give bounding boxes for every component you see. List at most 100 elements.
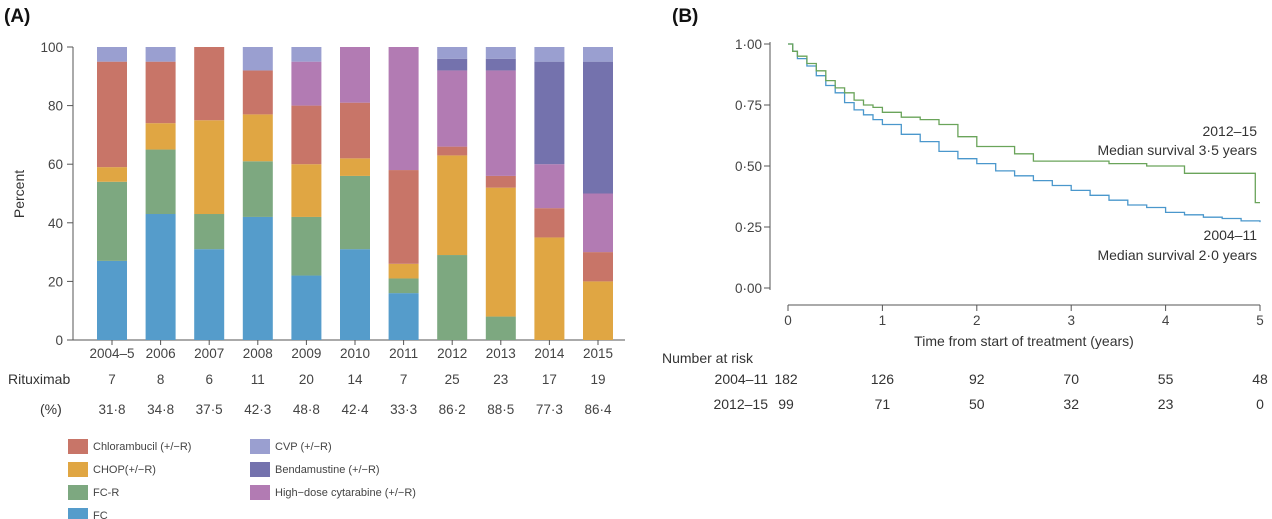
- risk-value: 50: [969, 396, 985, 412]
- bar-segment: [437, 146, 468, 156]
- x-tick-label: 3: [1067, 313, 1075, 328]
- risk-table-title: Number at risk: [662, 350, 754, 366]
- rituximab-pct: 86·2: [439, 402, 466, 417]
- legend-label: FC: [93, 510, 108, 519]
- legend-label: Chlorambucil (+/−R): [93, 441, 191, 453]
- rituximab-pct: 88·5: [487, 402, 514, 417]
- risk-value: 99: [778, 396, 794, 412]
- bar-segment: [242, 70, 273, 115]
- x-tick-label: 0: [784, 313, 792, 328]
- bar-segment: [388, 278, 419, 294]
- risk-row-label: 2012–15: [713, 396, 768, 412]
- bar-segment: [291, 164, 322, 217]
- x-tick-label: 2010: [340, 346, 370, 361]
- risk-row-label: 2004–11: [715, 371, 769, 387]
- bar-segment: [583, 281, 613, 340]
- legend-swatch: [68, 485, 88, 500]
- annotation-2012-title: 2012–15: [1202, 123, 1257, 139]
- bar-segment: [291, 47, 322, 62]
- y-tick-label: 40: [48, 216, 63, 231]
- bar-segment: [534, 208, 565, 238]
- rituximab-pct: 31·8: [98, 402, 125, 417]
- rituximab-count: 17: [542, 372, 557, 387]
- bar-segment: [340, 102, 370, 159]
- x-tick-label: 1: [879, 313, 887, 328]
- x-tick-label: 2004–5: [89, 346, 134, 361]
- x-tick-label: 2009: [291, 346, 321, 361]
- risk-value: 182: [774, 371, 798, 387]
- legend-swatch: [68, 462, 88, 477]
- bar-segment: [145, 47, 176, 62]
- bar-segment: [437, 155, 468, 256]
- y-tick-label: 0: [55, 333, 63, 348]
- rituximab-count: 7: [400, 372, 408, 387]
- rituximab-pct-row-label: (%): [40, 401, 62, 417]
- panel-b-y-ticks: 0·00 0·25 0·50 0·75 1·00: [735, 37, 770, 296]
- legend-swatch: [250, 462, 270, 477]
- bar-segment: [97, 61, 127, 168]
- bar-segment: [242, 161, 273, 217]
- bar-segment: [291, 61, 322, 106]
- bar-segment: [194, 47, 225, 121]
- bar-segment: [145, 123, 176, 150]
- bar-segment: [485, 58, 516, 71]
- bar-segment: [583, 252, 613, 282]
- panel-a-ylabel: Percent: [11, 170, 27, 218]
- x-tick-label: 2008: [243, 346, 273, 361]
- bar-segment: [583, 47, 613, 62]
- bar-segment: [437, 58, 468, 71]
- bar-segment: [485, 47, 516, 59]
- risk-table: 2004–11 182 126 92 70 55 48 2012–15 99 71 50 32 23 0: [713, 371, 1268, 412]
- annotation-2004-title: 2004–11: [1204, 227, 1258, 243]
- legend-label: FC-R: [93, 487, 119, 499]
- bar-segment: [340, 175, 370, 250]
- panel-b-x-ticks: 0 1 2 3 4 5: [784, 305, 1264, 328]
- panel-b-label: (B): [672, 6, 698, 27]
- risk-value: 92: [969, 371, 985, 387]
- panel-a-label: (A): [4, 6, 30, 27]
- bar-segment: [437, 255, 468, 340]
- bar-segment: [388, 263, 419, 279]
- bar-segment: [145, 61, 176, 124]
- rituximab-pct: 42·3: [244, 402, 271, 417]
- rituximab-pct: 86·4: [584, 402, 612, 417]
- y-tick-label: 0·75: [735, 98, 762, 113]
- x-tick-label: 2015: [583, 346, 613, 361]
- panel-a-x-ticks: 2004–5 2006 2007 2008 2009 2010 2011 2012 2013 20…: [89, 340, 613, 361]
- risk-value: 0: [1256, 396, 1264, 412]
- rituximab-count: 7: [108, 372, 116, 387]
- legend-label: High−dose cytarabine (+/−R): [275, 487, 416, 499]
- bar-segment: [291, 105, 322, 165]
- y-tick-label: 80: [48, 99, 63, 114]
- bar-segment: [437, 70, 468, 147]
- y-tick-label: 0·00: [735, 281, 762, 296]
- legend-swatch: [250, 485, 270, 500]
- bar-segment: [534, 61, 565, 165]
- bar-segment: [534, 164, 565, 209]
- risk-value: 71: [875, 396, 891, 412]
- rituximab-pct: 33·3: [390, 402, 417, 417]
- bar-segment: [534, 47, 565, 62]
- legend-label: CHOP(+/−R): [93, 464, 156, 476]
- rituximab-counts-row: 7 8 6 11 20 14 7 25 23 17 19: [108, 372, 605, 387]
- rituximab-count: 8: [157, 372, 165, 387]
- bar-segment: [583, 193, 613, 253]
- bar-segment: [340, 249, 370, 340]
- bar-segment: [242, 216, 273, 340]
- rituximab-count: 23: [493, 372, 508, 387]
- bar-segment: [97, 181, 127, 261]
- rituximab-row-label: Rituximab: [8, 371, 70, 387]
- risk-value: 48: [1252, 371, 1268, 387]
- bar-segment: [97, 260, 127, 340]
- bar-segment: [485, 316, 516, 340]
- y-tick-label: 1·00: [735, 37, 762, 52]
- x-tick-label: 2: [973, 313, 981, 328]
- bar-segment: [340, 158, 370, 176]
- legend: Chlorambucil (+/−R) CHOP(+/−R) FC-R FC CVP (…: [68, 439, 416, 519]
- annotation-2012-median: Median survival 3·5 years: [1097, 142, 1257, 158]
- bar-segment: [388, 47, 419, 171]
- bar-segment: [388, 293, 419, 340]
- y-tick-label: 20: [48, 274, 63, 289]
- bar-segment: [291, 275, 322, 340]
